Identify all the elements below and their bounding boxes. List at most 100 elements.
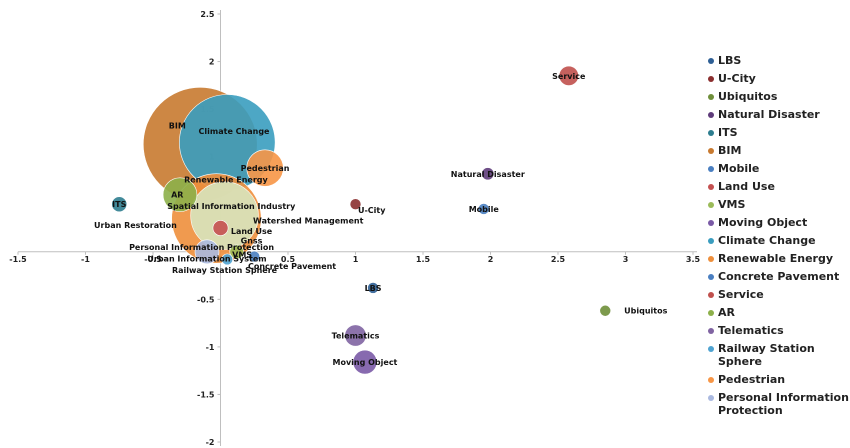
point-label: Concrete Pavement	[248, 262, 336, 271]
x-tick-label: 1	[353, 255, 359, 264]
chart-bubbles	[111, 65, 612, 375]
y-tick-label: 2	[209, 58, 215, 67]
x-tick-label: 3.5	[686, 255, 700, 264]
bubble-natural-disaster	[481, 167, 495, 181]
point-label: Ubiquitos	[624, 307, 667, 316]
legend-item: Telematics	[708, 324, 850, 337]
legend-swatch	[708, 395, 714, 401]
legend-item: Climate Change	[708, 234, 850, 247]
point-label: BIM	[169, 121, 186, 130]
bubble-chart: -1.5-1-0.500.511.522.533.52.521.510.5-0.…	[9, 10, 700, 447]
legend-swatch	[708, 256, 714, 262]
bubble-concrete-pavement	[248, 250, 261, 263]
legend-label: Concrete Pavement	[718, 270, 840, 283]
point-label: ITS	[112, 200, 126, 209]
legend-label: LBS	[718, 54, 742, 67]
legend-item: Personal Information Protection	[708, 391, 850, 417]
legend-swatch	[708, 94, 714, 100]
legend-swatch	[708, 58, 714, 64]
point-label: VMS	[232, 251, 252, 260]
legend-swatch	[708, 184, 714, 190]
point-label: Spatial Information Industry	[167, 202, 296, 211]
bubble-spatial-information-industry	[190, 181, 259, 250]
bubble-mobile	[477, 203, 490, 215]
y-tick-label: -0.5	[197, 295, 215, 304]
y-tick-label: -1.5	[197, 390, 215, 399]
point-label: Railway Station Sphere	[172, 266, 278, 275]
legend-label: Railway Station Sphere	[718, 342, 815, 368]
legend-swatch	[708, 202, 714, 208]
legend-label: Climate Change	[718, 234, 816, 247]
bubble-u-city	[349, 198, 362, 211]
legend-item: Mobile	[708, 162, 850, 175]
point-label: Urban Restoration	[94, 221, 177, 230]
legend-label: Mobile	[718, 162, 760, 175]
x-tick-label: 2.5	[551, 255, 566, 264]
bubble-vms	[229, 244, 244, 259]
legend-swatch	[708, 328, 714, 334]
legend-item: VMS	[708, 198, 850, 211]
legend-item: AR	[708, 306, 850, 319]
x-tick-label: -1.5	[9, 255, 27, 264]
point-label: U-City	[358, 206, 386, 215]
bubble-ubiquitos	[599, 304, 612, 317]
legend-item: LBS	[708, 54, 850, 67]
point-label: Pedestrian	[241, 164, 290, 173]
bubble-its	[111, 196, 128, 213]
x-tick-label: -1	[81, 255, 90, 264]
point-label: Moving Object	[333, 358, 398, 367]
legend-swatch	[708, 292, 714, 298]
point-label: Mobile	[469, 205, 500, 214]
legend-label: VMS	[718, 198, 746, 211]
y-tick-label: -2	[206, 438, 215, 447]
point-label: Climate Change	[199, 127, 271, 136]
bubble-lbs	[367, 282, 379, 294]
legend-label: Ubiquitos	[718, 90, 778, 103]
legend-item: Ubiquitos	[708, 90, 850, 103]
point-label: Gnss	[241, 236, 263, 245]
point-label: Natural Disaster	[451, 170, 525, 179]
point-label: Land Use	[231, 227, 273, 236]
bubble-telematics	[344, 324, 367, 347]
bubble-personal-information-protection	[194, 239, 220, 265]
legend-label: ITS	[718, 126, 738, 139]
legend-swatch	[708, 112, 714, 118]
legend-swatch	[708, 220, 714, 226]
point-label: Renewable Energy	[184, 175, 268, 184]
legend-item: Land Use	[708, 180, 850, 193]
bubble-service	[558, 65, 579, 86]
bubble-pedestrian	[246, 149, 284, 187]
legend-item: ITS	[708, 126, 850, 139]
point-label: AR	[171, 191, 183, 200]
legend-item: Service	[708, 288, 850, 301]
legend-swatch	[708, 377, 714, 383]
legend-swatch	[708, 346, 714, 352]
legend-item: Moving Object	[708, 216, 850, 229]
point-label: Service	[552, 72, 586, 81]
legend-item: BIM	[708, 144, 850, 157]
legend-label: U-City	[718, 72, 756, 85]
legend-label: Service	[718, 288, 764, 301]
legend-label: Land Use	[718, 180, 775, 193]
x-tick-label: 1.5	[416, 255, 431, 264]
legend-label: Renewable Energy	[718, 252, 834, 265]
legend-label: Natural Disaster	[718, 108, 820, 121]
legend-item: Railway Station Sphere	[708, 342, 850, 368]
legend-label: Moving Object	[718, 216, 808, 229]
y-tick-label: 2.5	[200, 10, 215, 19]
legend-item: U-City	[708, 72, 850, 85]
legend-swatch	[708, 148, 714, 154]
legend-swatch	[708, 166, 714, 172]
legend-swatch	[708, 238, 714, 244]
legend-swatch	[708, 130, 714, 136]
legend-item: Renewable Energy	[708, 252, 850, 265]
y-tick-label: -1	[206, 343, 215, 352]
legend-swatch	[708, 76, 714, 82]
point-label: Telematics	[332, 331, 380, 340]
x-tick-label: 3	[623, 255, 629, 264]
legend-label: Pedestrian	[718, 373, 786, 386]
x-tick-label: 2	[488, 255, 494, 264]
legend-label: BIM	[718, 144, 742, 157]
point-label: Urban Information System	[147, 254, 266, 263]
legend-item: Pedestrian	[708, 373, 850, 386]
